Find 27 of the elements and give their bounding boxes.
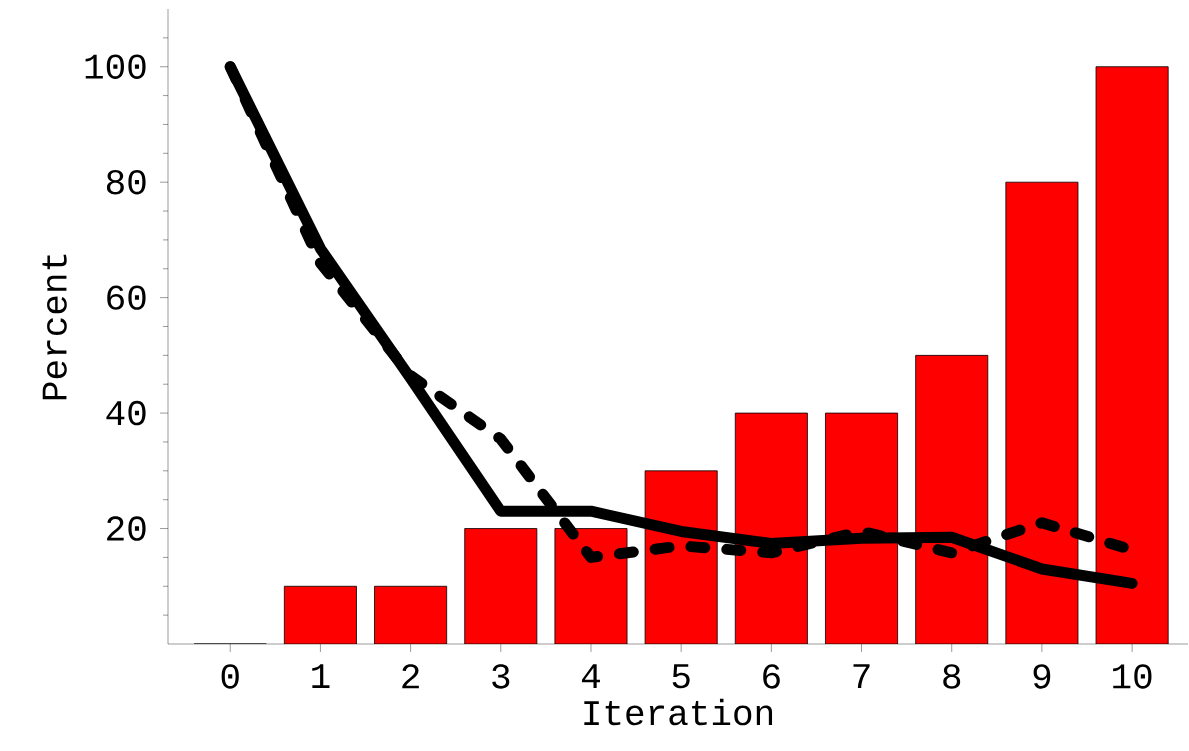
bar — [374, 585, 448, 644]
x-tick-label: 9 — [1033, 664, 1051, 689]
x-tick-label: 2 — [402, 664, 419, 689]
bar — [915, 354, 989, 644]
y-tick-label: 60 — [107, 285, 146, 310]
x-tick-label: 7 — [853, 664, 870, 688]
bar — [734, 412, 808, 644]
y-axis-title: Percent — [42, 254, 67, 400]
bar — [283, 585, 357, 644]
y-tick-label: 40 — [106, 400, 146, 426]
x-tick-label: 5 — [672, 664, 690, 689]
y-tick-label: 100 — [85, 54, 146, 79]
y-tick-label: 20 — [107, 516, 146, 541]
x-tick-label: 8 — [943, 664, 961, 689]
x-tick-label: 10 — [1113, 664, 1152, 689]
x-tick-label: 6 — [763, 664, 780, 689]
bar — [1095, 66, 1169, 644]
x-tick-label: 0 — [221, 664, 239, 689]
bar — [1005, 181, 1079, 644]
bar — [464, 528, 538, 644]
x-tick-label: 1 — [312, 664, 330, 688]
x-axis-title: Iteration — [584, 698, 773, 726]
y-tick-label: 80 — [106, 169, 146, 195]
x-tick-label: 3 — [492, 664, 510, 689]
bar — [825, 412, 899, 644]
bar — [554, 528, 628, 644]
x-tick-label: 4 — [581, 664, 600, 688]
